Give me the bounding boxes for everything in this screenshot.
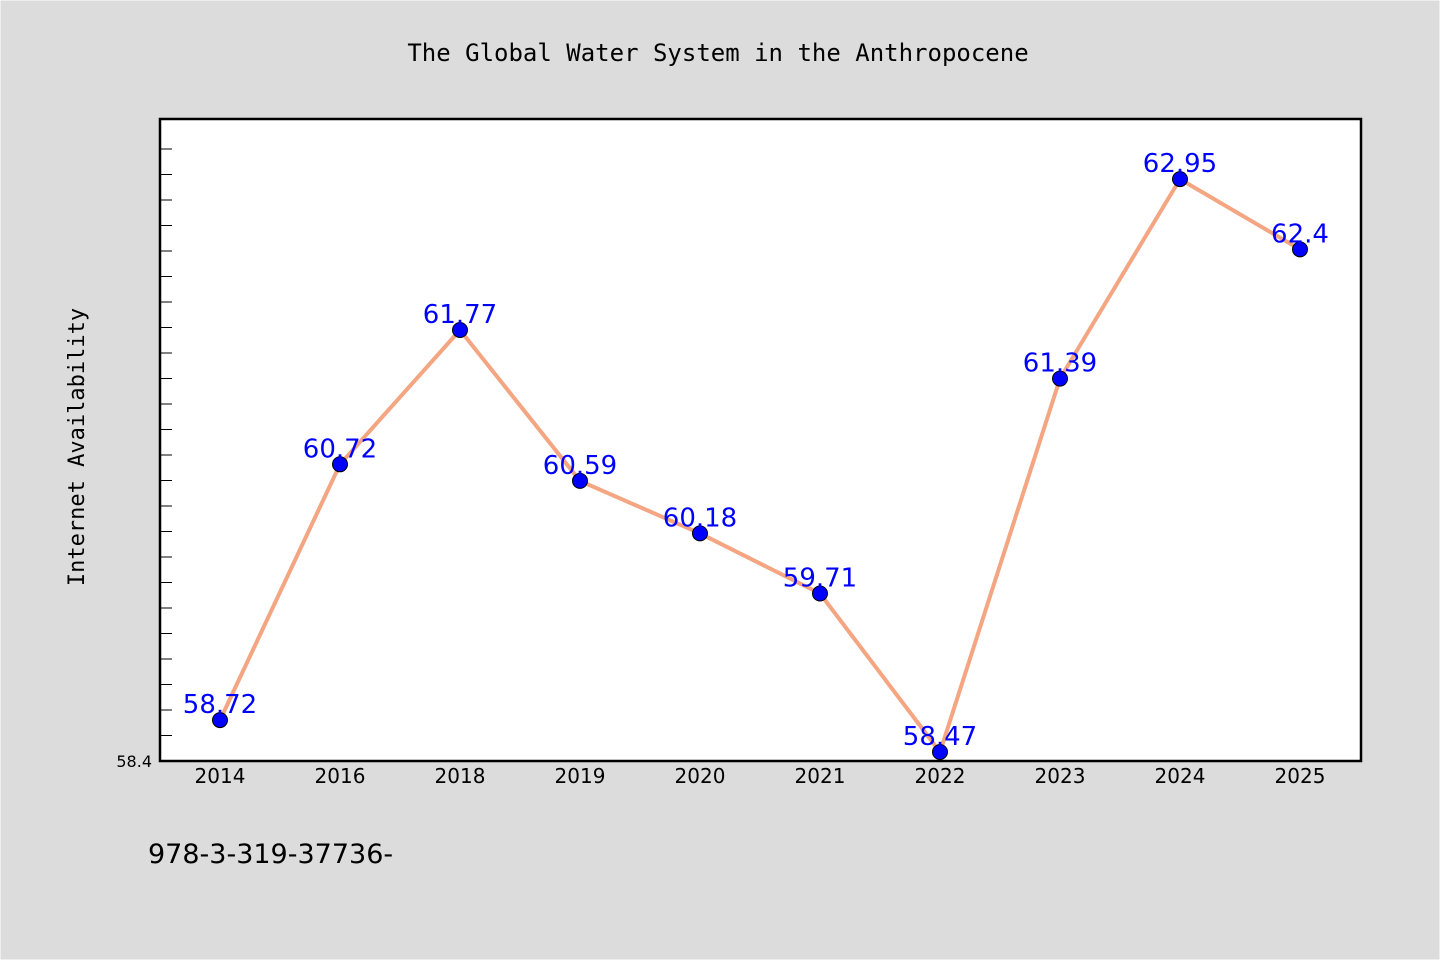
data-point	[812, 585, 828, 602]
data-label: 58.72	[183, 690, 257, 720]
data-point	[572, 472, 588, 489]
x-tick-label: 2023	[1035, 764, 1086, 788]
data-label: 62.4	[1271, 219, 1329, 249]
x-tick-label: 2022	[915, 764, 966, 788]
x-tick-label: 2019	[555, 764, 606, 788]
chart-title: The Global Water System in the Anthropoc…	[407, 39, 1028, 67]
data-label: 61.77	[423, 300, 497, 330]
y-axis-minor-ticks	[160, 148, 172, 736]
data-label: 60.18	[663, 503, 737, 533]
data-points	[212, 171, 1308, 760]
data-label: 58.47	[903, 722, 977, 752]
series-line	[218, 177, 1302, 754]
data-point	[1172, 171, 1188, 188]
data-point	[212, 712, 228, 729]
x-tick-label: 2014	[195, 764, 246, 788]
data-label: 61.39	[1023, 349, 1097, 379]
data-label: 60.72	[303, 434, 377, 464]
y-axis-label: Internet Availability	[65, 308, 90, 586]
data-point	[932, 744, 948, 760]
data-point	[452, 322, 468, 338]
data-label: 59.71	[783, 564, 857, 594]
x-axis-tick-labels: 2014 2016 2018 2019 2020 2021 2022 2023 2024 2025	[195, 764, 1326, 788]
data-point	[1052, 370, 1068, 387]
isbn-text: 978-3-319-37736-	[148, 839, 393, 870]
x-tick-label: 2018	[435, 764, 486, 788]
data-point	[332, 456, 348, 473]
data-point	[1292, 241, 1308, 258]
x-tick-label: 2025	[1275, 764, 1326, 788]
data-point	[692, 525, 708, 542]
x-tick-label: 2021	[795, 764, 846, 788]
x-tick-label: 2016	[315, 764, 366, 788]
data-label: 62.95	[1143, 149, 1217, 179]
data-labels: 58.72 60.72 61.77 60.59 60.18 59.71 58.47 61.39…	[183, 149, 1329, 752]
x-tick-label: 2024	[1155, 764, 1206, 788]
x-tick-label: 2020	[675, 764, 726, 788]
y-tick-label: 58.4	[116, 752, 152, 771]
data-label: 60.59	[543, 451, 617, 481]
